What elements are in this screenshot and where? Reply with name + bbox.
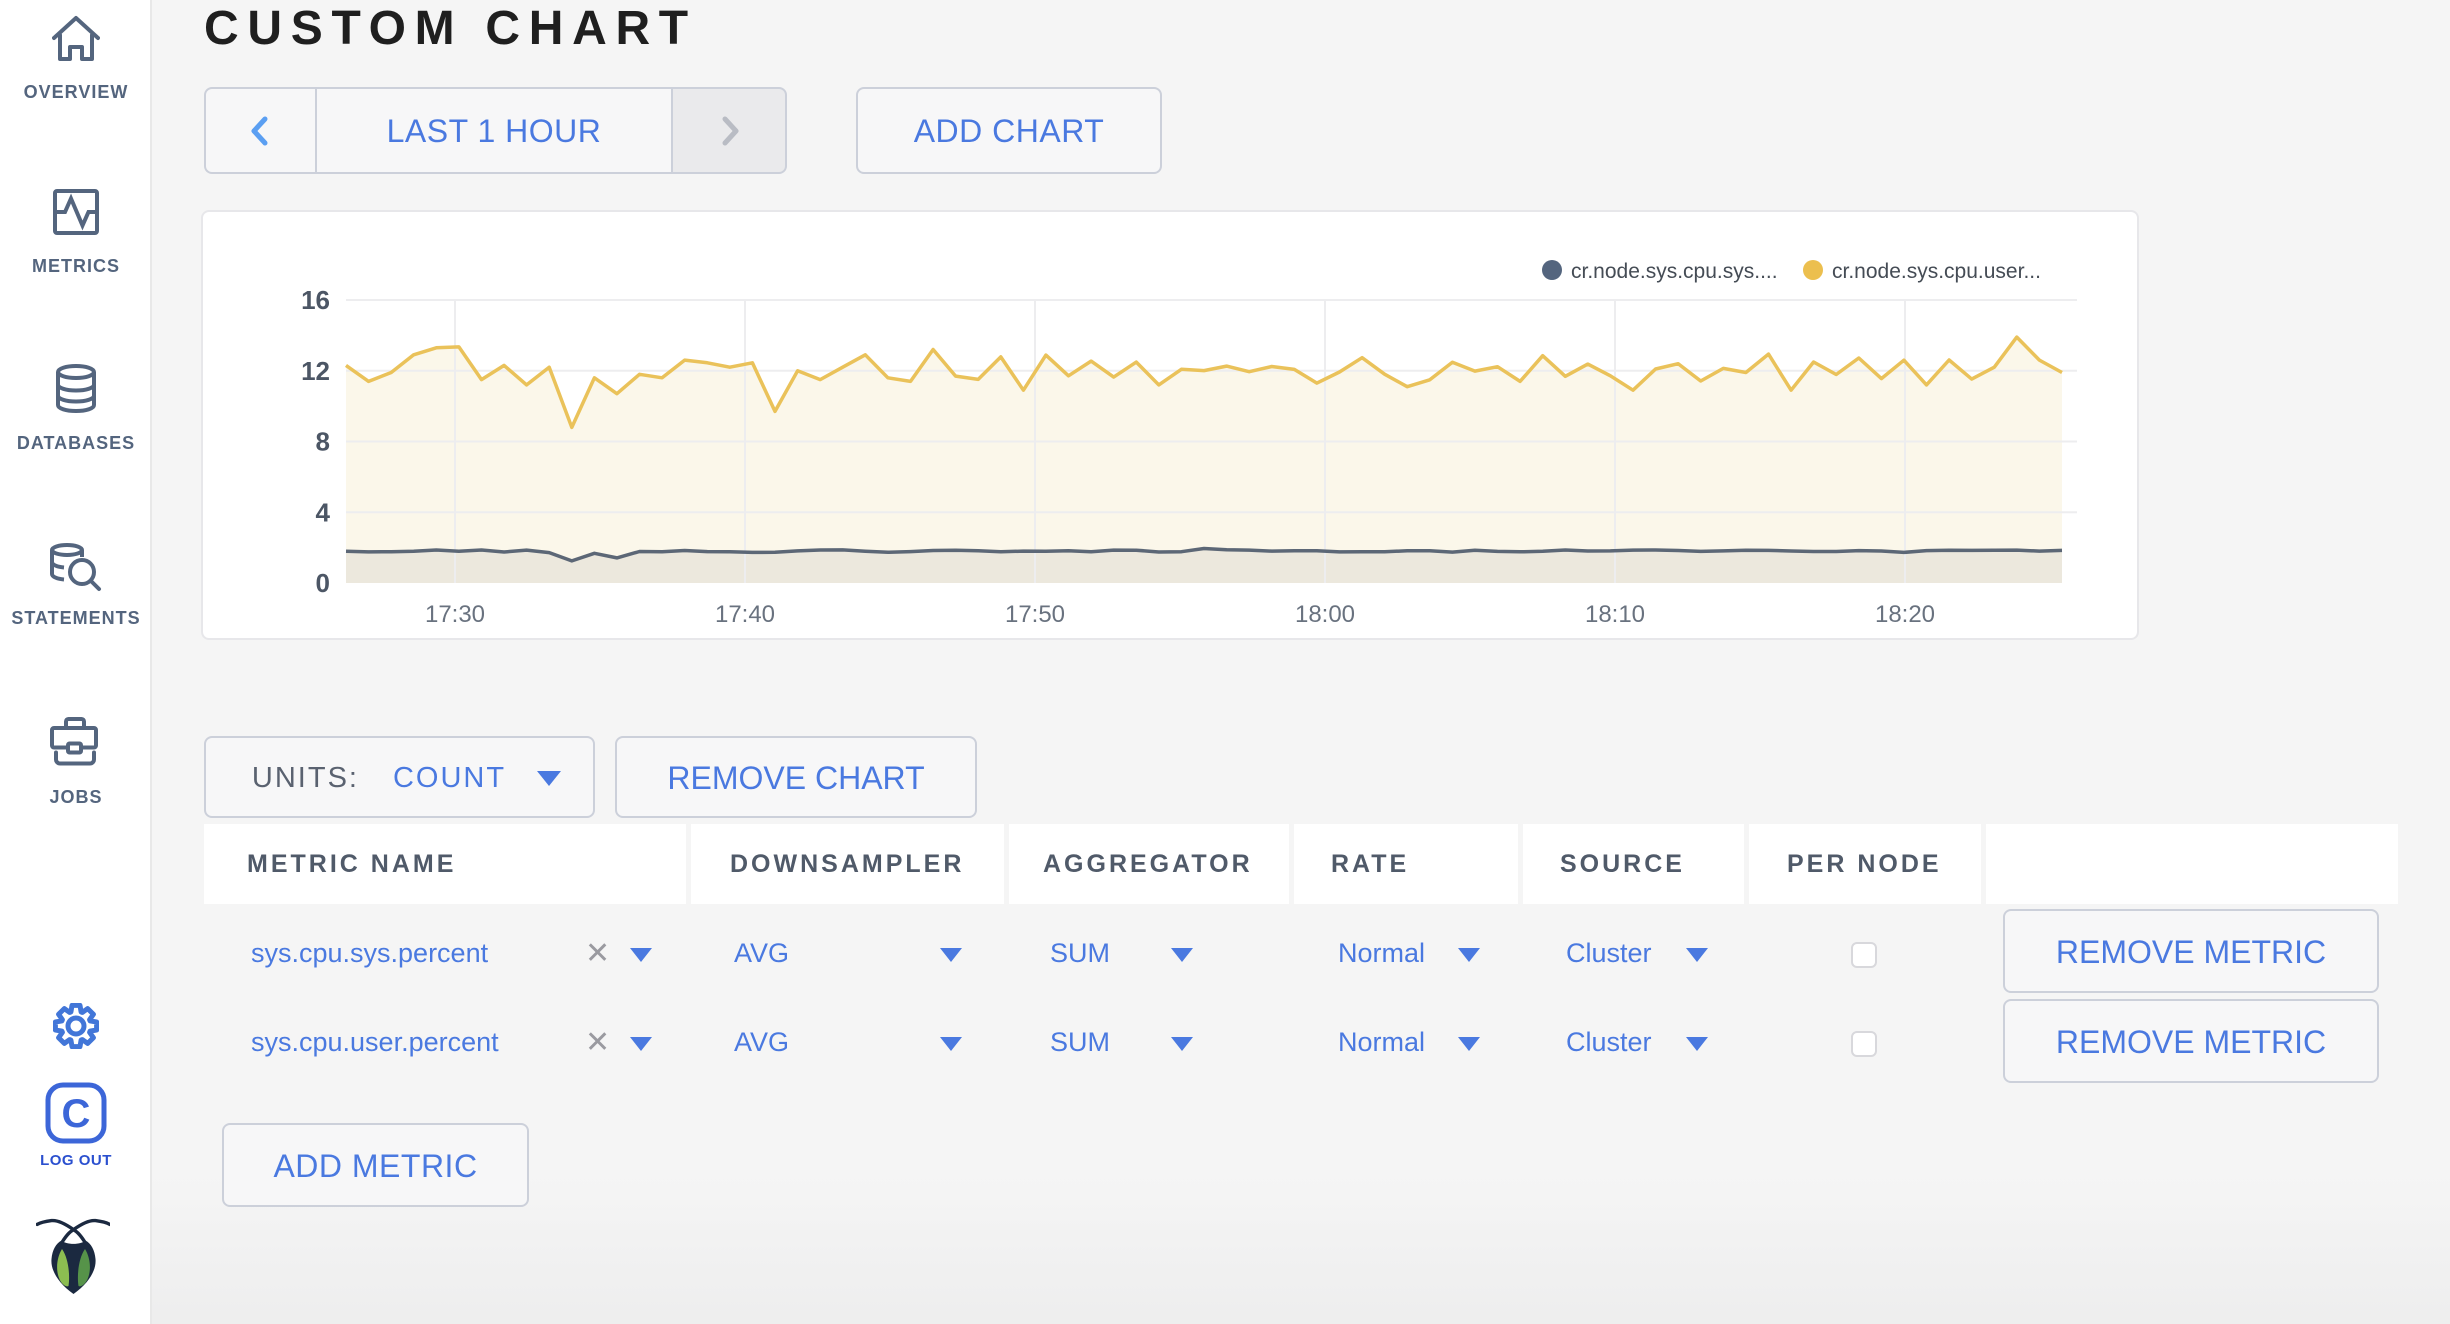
svg-text:12: 12 — [301, 356, 330, 386]
svg-text:C: C — [62, 1092, 91, 1136]
svg-text:4: 4 — [316, 497, 331, 527]
svg-text:17:40: 17:40 — [715, 601, 775, 628]
svg-text:17:50: 17:50 — [1005, 601, 1065, 628]
svg-text:18:20: 18:20 — [1875, 601, 1935, 628]
svg-text:8: 8 — [316, 427, 330, 457]
svg-text:18:10: 18:10 — [1585, 601, 1645, 628]
svg-text:18:00: 18:00 — [1295, 601, 1355, 628]
svg-text:17:30: 17:30 — [425, 601, 485, 628]
svg-text:16: 16 — [301, 285, 330, 315]
svg-text:cr.node.sys.cpu.user...: cr.node.sys.cpu.user... — [1832, 260, 2041, 283]
svg-text:cr.node.sys.cpu.sys....: cr.node.sys.cpu.sys.... — [1571, 260, 1778, 283]
svg-text:0: 0 — [316, 568, 330, 598]
